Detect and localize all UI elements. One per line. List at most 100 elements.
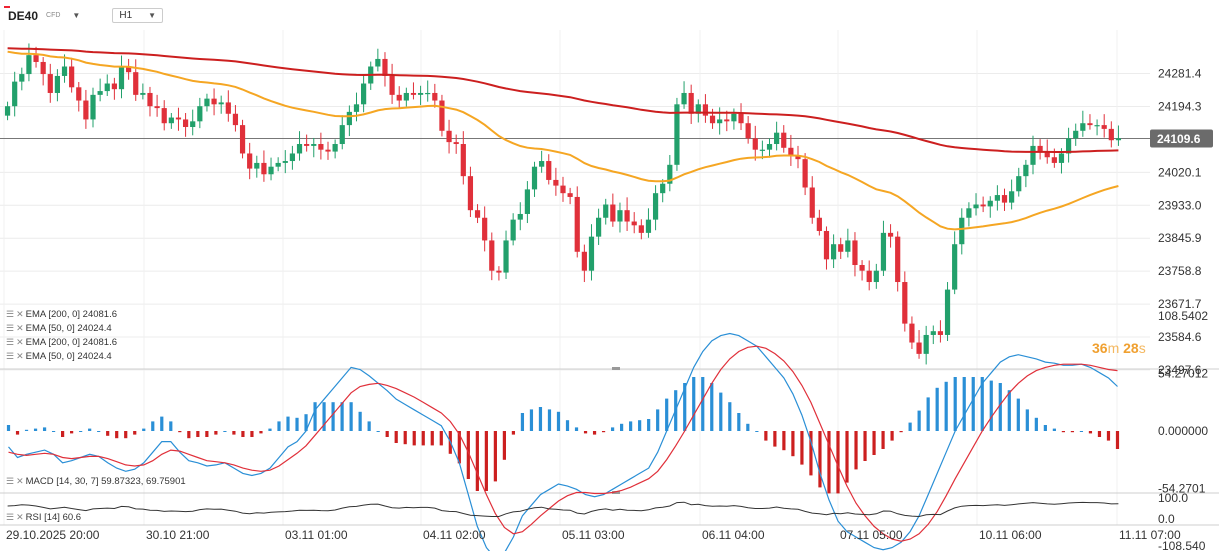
candle-body xyxy=(204,98,210,107)
indicator-legend-item[interactable]: ☰ ✕ EMA [50, 0] 24024.4 xyxy=(6,323,112,334)
candle-body xyxy=(738,113,744,124)
price-tick-label: 23845.9 xyxy=(1158,231,1202,245)
macd-histogram-bar xyxy=(331,402,335,431)
settings-icon[interactable]: ☰ xyxy=(6,337,14,347)
macd-histogram-bar xyxy=(583,431,588,434)
macd-histogram-bar xyxy=(701,377,705,431)
indicator-legend-item[interactable]: ☰ ✕ EMA [200, 0] 24081.6 xyxy=(6,337,117,348)
indicator-label: EMA [200, 0] 24081.6 xyxy=(25,337,117,348)
indicator-legend-item[interactable]: ☰ ✕ EMA [200, 0] 24081.6 xyxy=(6,309,117,320)
settings-icon[interactable]: ☰ xyxy=(6,309,14,319)
candle-body xyxy=(987,200,993,207)
close-icon[interactable]: ✕ xyxy=(16,309,23,319)
timeframe-select[interactable]: H1 ▼ xyxy=(112,8,164,23)
candle-body xyxy=(118,66,125,90)
macd-histogram-bar xyxy=(556,411,561,431)
candle-body xyxy=(788,147,794,156)
macd-histogram-bar xyxy=(836,431,840,494)
candle-body xyxy=(90,94,96,120)
candle-body xyxy=(211,98,217,105)
macd-histogram-bar xyxy=(322,402,326,431)
settings-icon[interactable]: ☰ xyxy=(6,476,14,486)
close-icon[interactable]: ✕ xyxy=(16,512,23,522)
macd-tick-label: 0.000000 xyxy=(1158,424,1208,438)
close-icon[interactable]: ✕ xyxy=(16,351,23,361)
macd-histogram-bar xyxy=(1088,431,1093,434)
macd-histogram-bar xyxy=(800,431,804,465)
rsi-label: RSI [14] 60.6 xyxy=(25,512,82,523)
macd-histogram-bar xyxy=(430,431,434,446)
macd-histogram-bar xyxy=(42,427,47,431)
macd-histogram-bar xyxy=(953,377,957,431)
settings-icon[interactable]: ☰ xyxy=(6,351,14,361)
candle-body xyxy=(1016,176,1022,192)
symbol-label[interactable]: DE40 xyxy=(8,8,39,23)
macd-histogram-bar xyxy=(710,383,714,431)
macd-histogram-bar xyxy=(926,397,930,431)
macd-histogram-bar xyxy=(917,410,921,431)
macd-legend[interactable]: ☰ ✕ MACD [14, 30, 7] 59.87323, 69.75901 xyxy=(6,476,186,487)
macd-histogram-bar xyxy=(286,416,290,431)
macd-histogram-bar xyxy=(728,402,732,431)
macd-histogram-bar xyxy=(773,431,777,447)
close-icon[interactable]: ✕ xyxy=(16,337,23,347)
candle-body xyxy=(574,196,580,252)
pane-resize-handle xyxy=(612,367,620,370)
price-tick-label: 23497.6 xyxy=(1158,363,1202,377)
macd-histogram-bar xyxy=(565,420,570,431)
candle-body xyxy=(76,87,82,101)
candle-body xyxy=(1037,145,1043,152)
rsi-tick-label: 0.0 xyxy=(1158,512,1175,526)
candle-body xyxy=(410,92,417,95)
candle-body xyxy=(1087,123,1093,126)
macd-histogram-bar xyxy=(33,428,38,431)
candle-body xyxy=(296,144,303,154)
candle-body xyxy=(19,74,25,82)
candle-body xyxy=(916,342,922,354)
candle-body xyxy=(190,121,196,127)
macd-histogram-bar xyxy=(349,402,353,431)
macd-histogram-bar xyxy=(51,431,56,432)
macd-histogram-bar xyxy=(178,431,182,433)
candle-body xyxy=(161,108,167,124)
candle-body xyxy=(325,149,331,152)
candle-body xyxy=(873,270,879,283)
settings-icon[interactable]: ☰ xyxy=(6,323,14,333)
macd-histogram-bar xyxy=(1079,431,1084,432)
macd-histogram-bar xyxy=(1007,390,1011,431)
macd-histogram-bar xyxy=(881,431,885,449)
candle-body xyxy=(396,94,402,101)
indicator-label: EMA [50, 0] 24024.4 xyxy=(25,323,112,334)
macd-histogram-bar xyxy=(403,431,407,445)
symbol-dropdown-icon[interactable]: ▼ xyxy=(72,11,81,20)
settings-icon[interactable]: ☰ xyxy=(6,512,14,522)
candle-body xyxy=(83,100,89,120)
macd-histogram-bar xyxy=(61,431,65,437)
close-icon[interactable]: ✕ xyxy=(16,323,23,333)
rsi-legend[interactable]: ☰ ✕ RSI [14] 60.6 xyxy=(6,512,81,523)
candle-body xyxy=(1044,151,1050,158)
candle-body xyxy=(482,217,488,241)
candle-body xyxy=(311,144,317,146)
macd-histogram-bar xyxy=(547,409,552,431)
time-tick-label: 05.11 03:00 xyxy=(562,528,625,542)
macd-histogram-bar xyxy=(845,431,849,483)
macd-histogram-bar xyxy=(854,431,858,470)
macd-histogram-bar xyxy=(890,431,894,441)
candle-body xyxy=(1073,130,1079,139)
indicator-legend-item[interactable]: ☰ ✕ EMA [50, 0] 24024.4 xyxy=(6,351,112,362)
candle-body xyxy=(1065,138,1072,154)
indicator-label: EMA [50, 0] 24024.4 xyxy=(25,351,112,362)
candle-body xyxy=(1058,153,1065,163)
macd-histogram-bar xyxy=(484,431,488,491)
candle-body xyxy=(887,232,894,237)
candle-body xyxy=(688,92,694,114)
candle-body xyxy=(133,72,139,95)
candle-body xyxy=(474,210,481,218)
candle-body xyxy=(645,219,652,233)
close-icon[interactable]: ✕ xyxy=(16,476,23,486)
macd-histogram-bar xyxy=(656,409,660,431)
candle-body xyxy=(930,331,936,335)
